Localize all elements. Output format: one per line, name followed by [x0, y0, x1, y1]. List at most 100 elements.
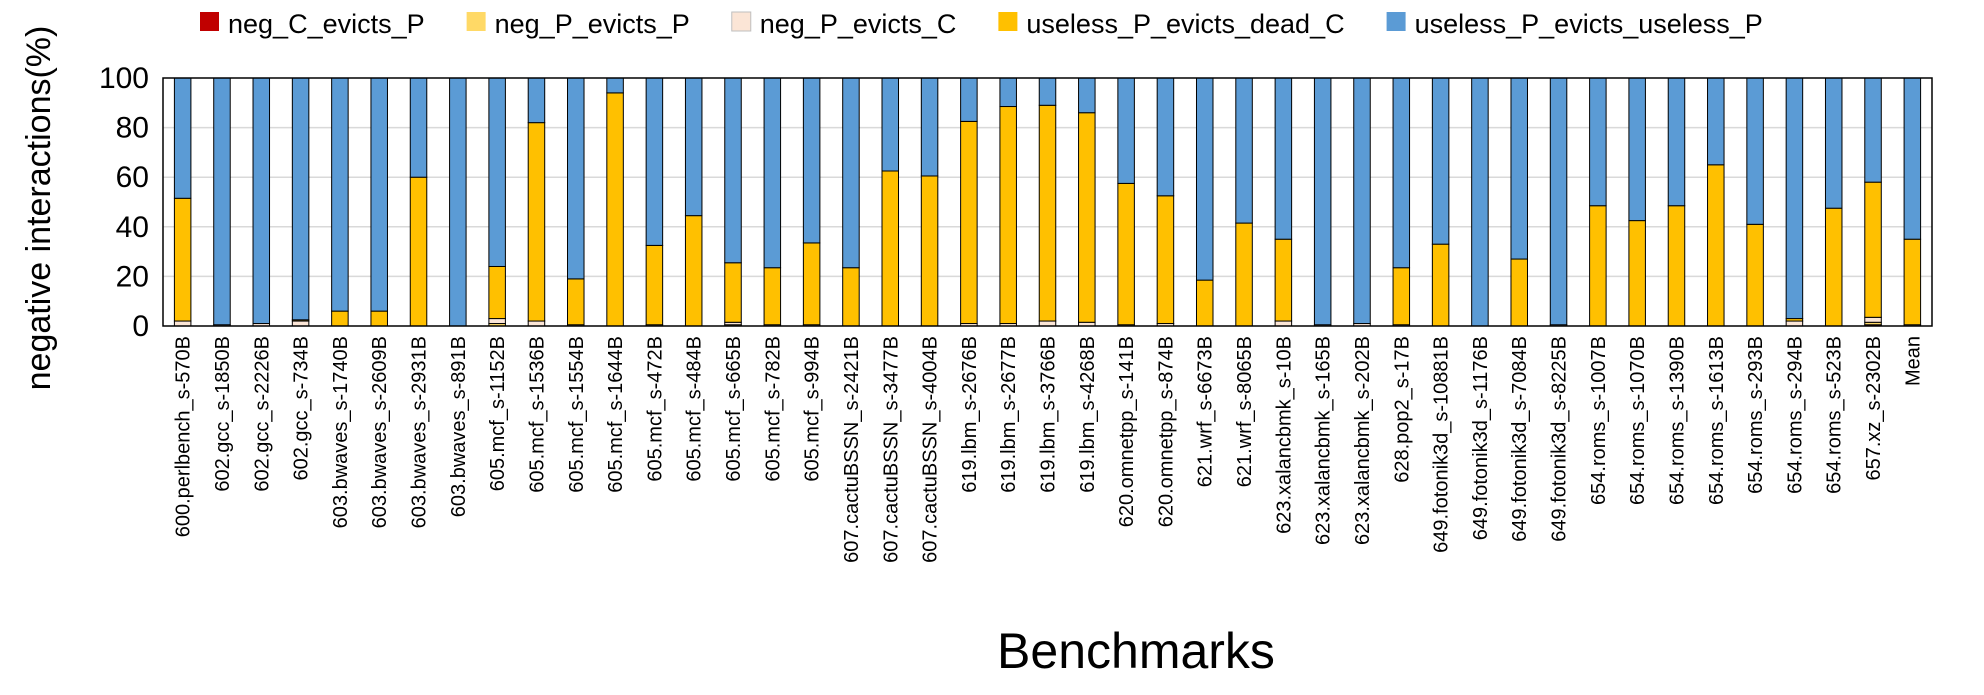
x-tick-label: 605.mcf_s-782B: [762, 336, 784, 482]
bar-segment-useless_P_evicts_dead_C: [1195, 279, 1214, 327]
x-tick-label: 619.lbm_s-4268B: [1077, 336, 1099, 493]
bar-segment-useless_P_evicts_useless_P: [881, 77, 900, 172]
bar-segment-neg_P_evicts_C: [1864, 316, 1882, 323]
bar-segment-useless_P_evicts_useless_P: [684, 77, 703, 217]
bar-segment-useless_P_evicts_dead_C: [763, 267, 782, 326]
bar-segment-useless_P_evicts_useless_P: [960, 77, 978, 122]
x-tick-label: 649.fotonik3d_s-8225B: [1549, 336, 1571, 542]
bar-segment-useless_P_evicts_useless_P: [331, 77, 349, 312]
bar-segment-useless_P_evicts_useless_P: [1156, 77, 1175, 197]
bar-segment-useless_P_evicts_dead_C: [1510, 258, 1528, 327]
x-tick-label: Mean: [1902, 336, 1924, 386]
bar-segment-useless_P_evicts_useless_P: [1589, 77, 1607, 207]
bar-segment-useless_P_evicts_useless_P: [645, 77, 664, 246]
bar-segment-useless_P_evicts_dead_C: [999, 106, 1017, 325]
x-tick-label: 603.bwaves_s-891B: [448, 336, 470, 517]
bar-segment-useless_P_evicts_useless_P: [1903, 77, 1922, 240]
bar-segment-useless_P_evicts_useless_P: [606, 77, 624, 94]
bar-segment-useless_P_evicts_useless_P: [1195, 77, 1214, 281]
x-tick-label: 649.fotonik3d_s-10881B: [1431, 336, 1453, 553]
x-tick-label: 654.roms_s-294B: [1784, 336, 1806, 494]
x-tick-label: 619.lbm_s-2677B: [998, 336, 1020, 493]
bar-segment-useless_P_evicts_dead_C: [1903, 238, 1922, 326]
x-tick-label: 605.mcf_s-472B: [644, 336, 666, 482]
bar-segment-useless_P_evicts_useless_P: [999, 77, 1017, 108]
x-tick-label: 654.roms_s-1070B: [1627, 336, 1649, 505]
x-tick-label: 623.xalancbmk_s-165B: [1313, 336, 1335, 545]
y-tick-label: 60: [116, 161, 149, 194]
x-tick-label: 654.roms_s-1390B: [1666, 336, 1688, 505]
bar-segment-useless_P_evicts_dead_C: [1864, 181, 1882, 318]
bar-segment-useless_P_evicts_useless_P: [488, 77, 506, 267]
x-tick-label: 620.omnetpp_s-141B: [1116, 336, 1138, 527]
bar-segment-useless_P_evicts_useless_P: [1864, 77, 1882, 183]
legend-label: useless_P_evicts_useless_P: [1415, 9, 1763, 39]
bar-segment-useless_P_evicts_useless_P: [1038, 77, 1057, 106]
bar-segment-useless_P_evicts_useless_P: [527, 77, 546, 124]
y-tick-label: 80: [116, 112, 149, 145]
bar-segment-useless_P_evicts_useless_P: [291, 77, 310, 321]
x-tick-label: 605.mcf_s-1554B: [566, 336, 588, 493]
x-tick-label: 602.gcc_s-2226B: [251, 336, 273, 492]
chart-legend: neg_C_evicts_P neg_P_evicts_P neg_P_evicts…: [200, 9, 1763, 39]
bar-segment-useless_P_evicts_useless_P: [1628, 77, 1646, 222]
bar-segment-useless_P_evicts_useless_P: [370, 77, 388, 312]
x-tick-label: 603.bwaves_s-2609B: [369, 336, 391, 528]
bar-segment-useless_P_evicts_useless_P: [213, 77, 231, 326]
bar-segment-useless_P_evicts_dead_C: [645, 244, 664, 326]
legend-item: useless_P_evicts_dead_C: [998, 9, 1345, 39]
legend-item: neg_C_evicts_P: [200, 9, 425, 39]
bar-segment-useless_P_evicts_dead_C: [1746, 223, 1764, 327]
bar-segment-useless_P_evicts_useless_P: [1824, 77, 1843, 209]
bar-segment-useless_P_evicts_dead_C: [1156, 195, 1175, 325]
x-tick-label: 605.mcf_s-1644B: [605, 336, 627, 493]
legend-label: neg_C_evicts_P: [228, 9, 425, 39]
y-tick-label: 0: [132, 310, 149, 343]
x-tick-label: 607.cactuBSSN_s-4004B: [920, 336, 942, 563]
bar-segment-useless_P_evicts_dead_C: [1038, 104, 1057, 322]
x-axis-label: Benchmarks: [997, 623, 1275, 679]
bar-segment-useless_P_evicts_dead_C: [1117, 182, 1135, 326]
x-tick-label: 654.roms_s-1007B: [1588, 336, 1610, 505]
x-tick-label: 654.roms_s-523B: [1824, 336, 1846, 494]
bar-segment-useless_P_evicts_dead_C: [1707, 164, 1725, 327]
bar-segment-useless_P_evicts_useless_P: [724, 77, 742, 264]
y-axis-label: negative interactions(%): [20, 26, 58, 391]
x-tick-label: 657.xz_s-2302B: [1863, 336, 1885, 481]
bar-segment-useless_P_evicts_useless_P: [920, 77, 939, 177]
bar-segment-useless_P_evicts_useless_P: [842, 77, 860, 269]
x-tick-label: 605.mcf_s-1536B: [526, 336, 548, 493]
x-tick-label: 623.xalancbmk_s-10B: [1273, 336, 1295, 534]
legend-label: neg_P_evicts_C: [760, 9, 957, 39]
x-tick-label: 605.mcf_s-994B: [802, 336, 824, 482]
bar-segment-useless_P_evicts_dead_C: [881, 170, 900, 327]
x-tick-label: 602.gcc_s-734B: [291, 336, 313, 481]
legend-swatch: [1386, 12, 1406, 31]
bar-segment-useless_P_evicts_useless_P: [1707, 77, 1725, 166]
bar-segment-useless_P_evicts_dead_C: [370, 310, 388, 327]
bar-segment-useless_P_evicts_dead_C: [1589, 205, 1607, 327]
x-tick-label: 600.perlbench_s-570B: [173, 336, 195, 537]
bar-segment-useless_P_evicts_useless_P: [567, 77, 585, 280]
bar-segment-useless_P_evicts_useless_P: [1510, 77, 1528, 260]
x-tick-label: 603.bwaves_s-2931B: [409, 336, 431, 528]
bar-segment-useless_P_evicts_useless_P: [1431, 77, 1450, 245]
bar-segment-useless_P_evicts_useless_P: [1353, 77, 1371, 325]
x-tick-label: 605.mcf_s-665B: [723, 336, 745, 482]
x-tick-label: 607.cactuBSSN_s-2421B: [841, 336, 863, 563]
y-tick-label: 100: [99, 62, 149, 95]
bar-segment-useless_P_evicts_dead_C: [606, 92, 624, 327]
bar-segment-useless_P_evicts_dead_C: [802, 242, 821, 326]
bar-segment-useless_P_evicts_dead_C: [684, 215, 703, 327]
legend-label: neg_P_evicts_P: [495, 9, 690, 39]
x-tick-label: 654.roms_s-293B: [1745, 336, 1767, 494]
x-tick-label: 628.pop2_s-17B: [1391, 336, 1413, 483]
bar-segment-useless_P_evicts_useless_P: [1471, 77, 1489, 327]
x-tick-label: 605.mcf_s-1152B: [487, 336, 509, 491]
legend-label: useless_P_evicts_dead_C: [1026, 9, 1344, 39]
bar-segment-useless_P_evicts_dead_C: [488, 265, 506, 320]
bar-segment-useless_P_evicts_useless_P: [409, 77, 428, 178]
bar-segment-useless_P_evicts_dead_C: [842, 267, 860, 327]
bar-segment-useless_P_evicts_dead_C: [724, 262, 742, 323]
